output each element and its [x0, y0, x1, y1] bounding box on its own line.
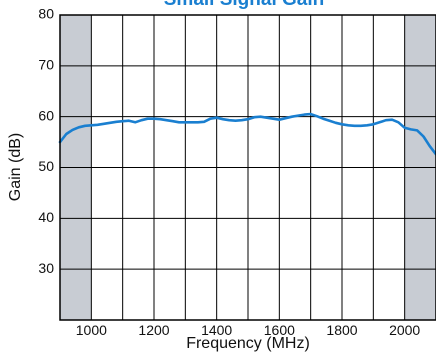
y-tick-label-80: 80 [38, 6, 54, 22]
y-tick-label-60: 60 [38, 107, 54, 123]
x-tick-label-1200: 1200 [138, 322, 169, 338]
plot-frame [59, 14, 436, 321]
y-tick-label-70: 70 [38, 57, 54, 73]
series-layer [58, 112, 436, 156]
x-tick-label-1800: 1800 [326, 322, 357, 338]
y-axis-label: Gain (dB) [7, 133, 24, 201]
y-tick-label-30: 30 [38, 260, 54, 276]
x-tick-label-2000: 2000 [389, 322, 420, 338]
x-tick-label-1400: 1400 [201, 322, 232, 338]
gain-series-line-0 [58, 112, 436, 156]
y-tick-label-40: 40 [38, 209, 54, 225]
chart-title: Small Signal Gain [164, 0, 325, 10]
y-tick-label-50: 50 [38, 158, 54, 174]
y-tick-labels: 30 40 50 60 70 80 [38, 6, 54, 276]
grid [60, 15, 436, 320]
x-tick-labels: 1000 1200 1400 1600 1800 2000 [76, 322, 421, 338]
x-tick-label-1600: 1600 [264, 322, 295, 338]
x-axis-label: Frequency (MHz) [186, 335, 310, 352]
x-tick-label-1000: 1000 [76, 322, 107, 338]
